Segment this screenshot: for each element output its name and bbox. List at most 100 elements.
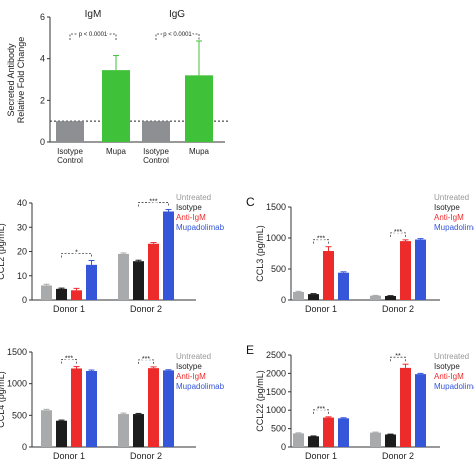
significance-bracket — [313, 239, 329, 244]
significance-label: ** — [395, 353, 401, 360]
legend-entry: Mupadolimab — [434, 223, 474, 232]
y-tick-label: 2000 — [266, 368, 286, 378]
bar — [56, 288, 67, 300]
bar — [71, 290, 82, 300]
y-tick-label: 1500 — [7, 347, 27, 357]
y-tick-label: 4 — [40, 54, 45, 64]
significance-label: *** — [65, 356, 73, 363]
y-tick-label: 500 — [12, 410, 27, 420]
bar — [308, 294, 319, 300]
y-tick-label: 1000 — [266, 405, 286, 415]
bar — [133, 261, 144, 300]
bar — [148, 243, 159, 300]
panel-label-e: E — [246, 343, 254, 357]
bar — [293, 433, 304, 447]
x-tick-label: Donor 2 — [130, 304, 162, 314]
legend-entry: Untreated — [176, 352, 211, 361]
bar — [86, 264, 97, 300]
significance-bracket — [390, 356, 406, 362]
x-tick-label: Donor 1 — [305, 451, 337, 461]
bar — [293, 291, 304, 300]
y-tick-label: 0 — [22, 295, 27, 305]
bar — [338, 272, 349, 300]
y-tick-label: 1500 — [266, 202, 286, 212]
bar — [415, 239, 426, 300]
bar — [385, 295, 396, 300]
bar — [148, 368, 159, 447]
significance-label: *** — [142, 356, 150, 363]
bar — [41, 410, 52, 447]
bar — [370, 295, 381, 300]
legend-entry: Anti-IgM — [434, 213, 464, 222]
legend-entry: Isotype — [434, 362, 460, 371]
x-tick-label: Donor 1 — [53, 451, 85, 461]
bar — [323, 251, 334, 300]
y-tick-label: 1000 — [7, 379, 27, 389]
legend-entry: Isotype — [434, 203, 460, 212]
bar — [118, 414, 129, 447]
significance-bracket — [390, 232, 406, 237]
y-tick-label: 10 — [17, 271, 27, 281]
bar — [71, 368, 82, 447]
y-axis-title: CCL22 (pg/mL) — [255, 370, 265, 432]
legend-entry: Untreated — [434, 193, 469, 202]
y-axis-title: CCL2 (pg/mL) — [0, 223, 6, 280]
y-tick-label: 30 — [17, 222, 27, 232]
bar — [142, 121, 170, 142]
legend-entry: Anti-IgM — [176, 372, 206, 381]
bar — [338, 418, 349, 447]
y-axis-title: CCL4 (pg/mL) — [0, 371, 6, 428]
x-tick-label: Donor 2 — [382, 451, 414, 461]
x-tick-label: Donor 1 — [305, 304, 337, 314]
bar — [163, 211, 174, 300]
x-tick-label: Isotype Control — [57, 147, 83, 165]
legend-entry: Isotype — [176, 203, 202, 212]
y-tick-label: 0 — [281, 295, 286, 305]
x-tick-label: Isotype Control — [143, 147, 169, 165]
significance-bracket — [61, 359, 77, 364]
legend-entry: Anti-IgM — [434, 372, 464, 381]
legend-entry: Isotype — [176, 362, 202, 371]
bar — [41, 285, 52, 300]
bar — [385, 434, 396, 447]
significance-bracket — [61, 253, 92, 258]
bar — [133, 414, 144, 447]
x-tick-label: Donor 2 — [130, 451, 162, 461]
p-value-label: p < 0.0001 — [163, 32, 192, 38]
p-value-label: p < 0.0001 — [79, 32, 108, 38]
y-tick-label: 0 — [40, 137, 45, 147]
significance-bracket — [69, 33, 117, 40]
antibody-chart: 0 2 4 6 Secreted AntibodyRelative Fold Chang… — [6, 9, 228, 165]
bar — [56, 121, 84, 142]
bar — [163, 370, 174, 447]
x-tick-label: Mupa — [189, 147, 210, 156]
y-tick-label: 0 — [22, 442, 27, 452]
bar — [102, 70, 130, 142]
bar — [400, 367, 411, 447]
y-axis-title: Secreted AntibodyRelative Fold Change — [6, 37, 26, 124]
y-tick-label: 6 — [40, 12, 45, 22]
significance-label: * — [75, 249, 78, 256]
y-tick-label: 1000 — [266, 233, 286, 243]
significance-bracket — [138, 202, 169, 207]
x-tick-label: Donor 1 — [53, 304, 85, 314]
y-tick-label: 500 — [271, 264, 286, 274]
significance-label: *** — [149, 199, 157, 206]
group-label: IgM — [85, 9, 102, 20]
bar — [56, 420, 67, 447]
bar — [370, 432, 381, 447]
y-tick-label: 2500 — [266, 350, 286, 360]
legend-entry: Untreated — [434, 352, 469, 361]
bar — [86, 371, 97, 447]
y-tick-label: 20 — [17, 247, 27, 257]
legend-entry: Mupadolimab — [176, 382, 225, 391]
legend-entry: Anti-IgM — [176, 213, 206, 222]
y-tick-label: 500 — [271, 424, 286, 434]
ccl3-chart: 0 500 1000 1500 CCL3 (pg/mL) Donor 1 Donor 2 **… — [255, 193, 474, 314]
y-tick-label: 2 — [40, 95, 45, 105]
y-tick-label: 1500 — [266, 387, 286, 397]
bar — [323, 417, 334, 447]
